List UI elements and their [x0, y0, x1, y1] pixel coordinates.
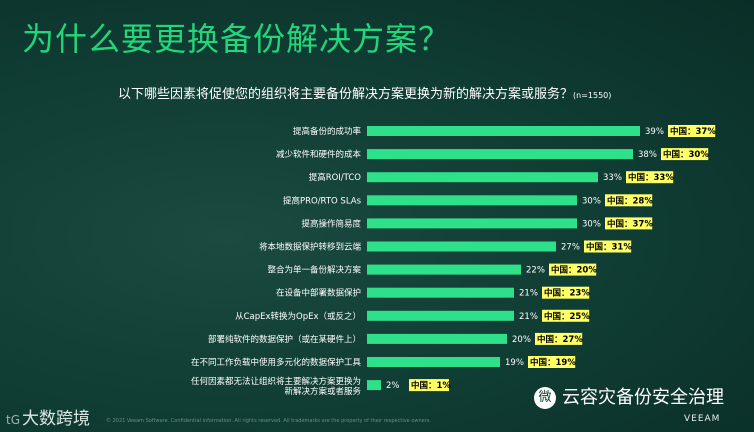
value-label: 21% — [519, 289, 538, 299]
value-label: 30% — [582, 219, 601, 229]
value-label: 27% — [561, 243, 580, 253]
watermark-text: 云容灾备份安全治理 — [562, 387, 724, 408]
category-label: 提高备份的成功率 — [293, 126, 362, 137]
brand-logo: tG 大数跨境 — [6, 404, 90, 429]
bar — [367, 380, 381, 391]
china-badge — [409, 379, 449, 392]
sample-size-note: (n=1550) — [573, 91, 612, 100]
category-label: 提高ROI/TCO — [309, 172, 362, 183]
veeam-logo: VEEAM — [684, 414, 721, 424]
question-text: 以下哪些因素将促使您的组织将主要备份解决方案更换为新的解决方案或服务？ — [118, 87, 574, 102]
category-label: 部署纯软件的数据保护（或在某硬件上） — [208, 334, 361, 345]
category-label: 在不同工作负载中使用多元化的数据保护工具 — [191, 357, 362, 368]
category-label: 提高操作简易度 — [301, 218, 361, 229]
china-badge-label: 中国：37% — [607, 218, 653, 229]
bar — [367, 126, 640, 136]
page-title: 为什么要更换备份解决方案？ — [22, 20, 452, 58]
wechat-icon: 微 — [534, 387, 556, 409]
china-badge-label: 中国：19% — [530, 357, 576, 368]
brand-mark-icon: tG — [6, 413, 21, 427]
chart-subtitle: 以下哪些因素将促使您的组织将主要备份解决方案更换为新的解决方案或服务？(n=15… — [118, 83, 611, 102]
category-label: 提高PRO/RTO SLAs — [283, 195, 362, 206]
china-badge — [605, 194, 653, 207]
category-label: 在设备中部署数据保护 — [276, 288, 361, 299]
china-badge-label: 中国：27% — [537, 334, 583, 345]
value-label: 38% — [638, 150, 657, 160]
china-badge-label: 中国：1% — [411, 380, 451, 391]
brand-name: 大数跨境 — [22, 409, 91, 429]
china-badge-label: 中国：33% — [628, 172, 674, 183]
china-badge — [528, 356, 576, 368]
china-badge — [661, 148, 709, 161]
category-label: 从CapEx转换为OpEx（或反之） — [235, 311, 361, 322]
copyright-text: © 2021 Veeam Software. Confidential info… — [106, 418, 431, 424]
china-badge-label: 中国：30% — [663, 149, 709, 160]
china-badge-label: 中国：25% — [544, 311, 590, 322]
bar — [367, 149, 633, 160]
value-label: 22% — [526, 266, 545, 276]
bar — [367, 357, 500, 367]
bar — [367, 264, 521, 275]
category-label: 减少软件和硬件的成本 — [276, 149, 362, 160]
category-label: 将本地数据保护转移到云端 — [259, 242, 362, 253]
value-label: 2% — [386, 381, 400, 391]
value-label: 30% — [582, 196, 601, 206]
bar — [367, 241, 556, 252]
china-badge — [605, 217, 653, 230]
bar — [367, 218, 577, 229]
china-badge-label: 中国：37% — [670, 126, 716, 137]
china-badge — [626, 171, 674, 184]
china-badge — [668, 125, 716, 137]
china-badge — [584, 240, 632, 253]
category-label: 整合为单一备份解决方案 — [267, 265, 361, 276]
china-badge — [542, 309, 590, 322]
value-label: 21% — [519, 312, 538, 322]
china-badge — [542, 286, 590, 299]
value-label: 39% — [645, 127, 664, 137]
bar — [367, 195, 577, 206]
bar — [367, 333, 507, 344]
value-label: 20% — [512, 335, 531, 345]
china-badge-label: 中国：23% — [544, 288, 590, 299]
china-badge-label: 中国：20% — [551, 265, 597, 276]
bar — [367, 172, 598, 183]
china-badge-label: 中国：28% — [607, 195, 653, 206]
china-badge — [549, 263, 597, 276]
china-badge-label: 中国：31% — [586, 242, 632, 253]
value-label: 19% — [505, 358, 524, 368]
category-label: 任何因素都无法让组织将主要解决方案更换为新解决方案或者服务 — [191, 376, 362, 397]
value-label: 33% — [603, 173, 622, 183]
china-badge — [535, 332, 583, 345]
wechat-watermark: 微云容灾备份安全治理 — [534, 383, 724, 409]
bar — [367, 287, 514, 298]
bar — [367, 310, 514, 321]
